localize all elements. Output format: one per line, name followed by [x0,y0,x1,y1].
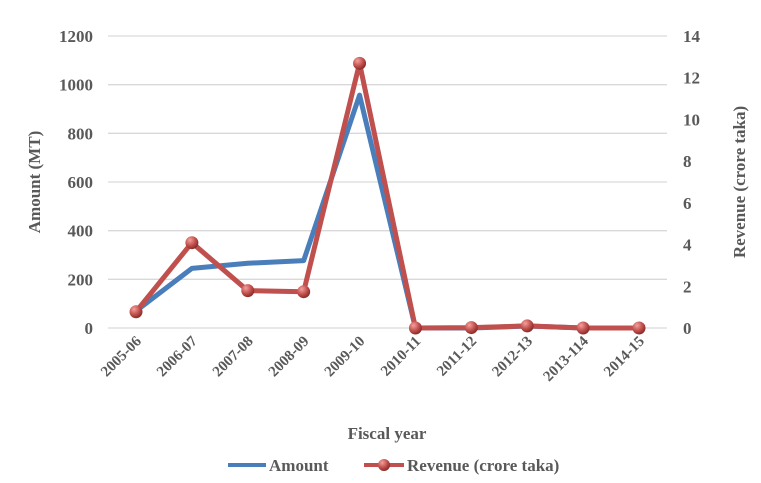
left-tick-label: 600 [68,173,94,192]
legend-revenue-marker [378,459,390,471]
right-tick-label: 2 [683,277,692,296]
left-axis-ticks: 0 200 400 600 800 1000 1200 [59,27,93,338]
revenue-point [632,321,646,335]
right-tick-label: 10 [683,110,700,129]
x-tick-label: 2012-13 [489,334,536,381]
left-tick-label: 200 [68,270,94,289]
left-tick-label: 800 [68,124,94,143]
series-group [129,56,646,335]
left-tick-label: 0 [85,319,94,338]
revenue-point [129,305,143,319]
series-line-revenue [134,60,639,331]
x-tick-label: 2006-07 [154,333,201,380]
revenue-point [464,321,478,335]
left-axis-title: Amount (MT) [25,131,44,233]
x-tick-label: 2007-08 [210,334,257,381]
left-tick-label: 1200 [59,27,93,46]
right-tick-label: 4 [683,236,692,255]
x-tick-label: 2005-06 [98,333,145,380]
right-axis-ticks: 0 2 4 6 8 10 12 14 [683,27,701,338]
revenue-point [241,284,255,298]
revenue-point [297,285,311,299]
revenue-point [185,236,199,250]
x-axis-title: Fiscal year [348,424,427,443]
left-tick-label: 400 [68,222,94,241]
revenue-point [520,319,534,333]
right-tick-label: 0 [683,319,692,338]
x-tick-label: 2013-114 [541,333,593,385]
legend-revenue-label: Revenue (crore taka) [407,456,559,475]
x-axis-ticks: 2005-06 2006-07 2007-08 2008-09 2009-10 2010-… [98,333,648,385]
legend-amount-label: Amount [269,456,329,475]
legend: Amount Revenue (crore taka) [228,456,559,475]
revenue-point [576,321,590,335]
series-line-amount [134,92,639,331]
left-tick-label: 1000 [59,76,93,95]
right-tick-label: 12 [683,69,700,88]
gridlines [108,35,667,329]
x-tick-label: 2011-12 [434,334,480,380]
right-axis-title: Revenue (crore taka) [730,106,749,258]
x-tick-label: 2014-15 [601,334,648,381]
right-tick-label: 6 [683,194,692,213]
revenue-point [353,56,367,70]
x-tick-label: 2010-11 [378,334,424,380]
right-tick-label: 14 [683,27,701,46]
right-tick-label: 8 [683,152,692,171]
x-tick-label: 2008-09 [266,334,313,381]
x-tick-label: 2009-10 [322,334,369,381]
revenue-point [408,321,422,335]
